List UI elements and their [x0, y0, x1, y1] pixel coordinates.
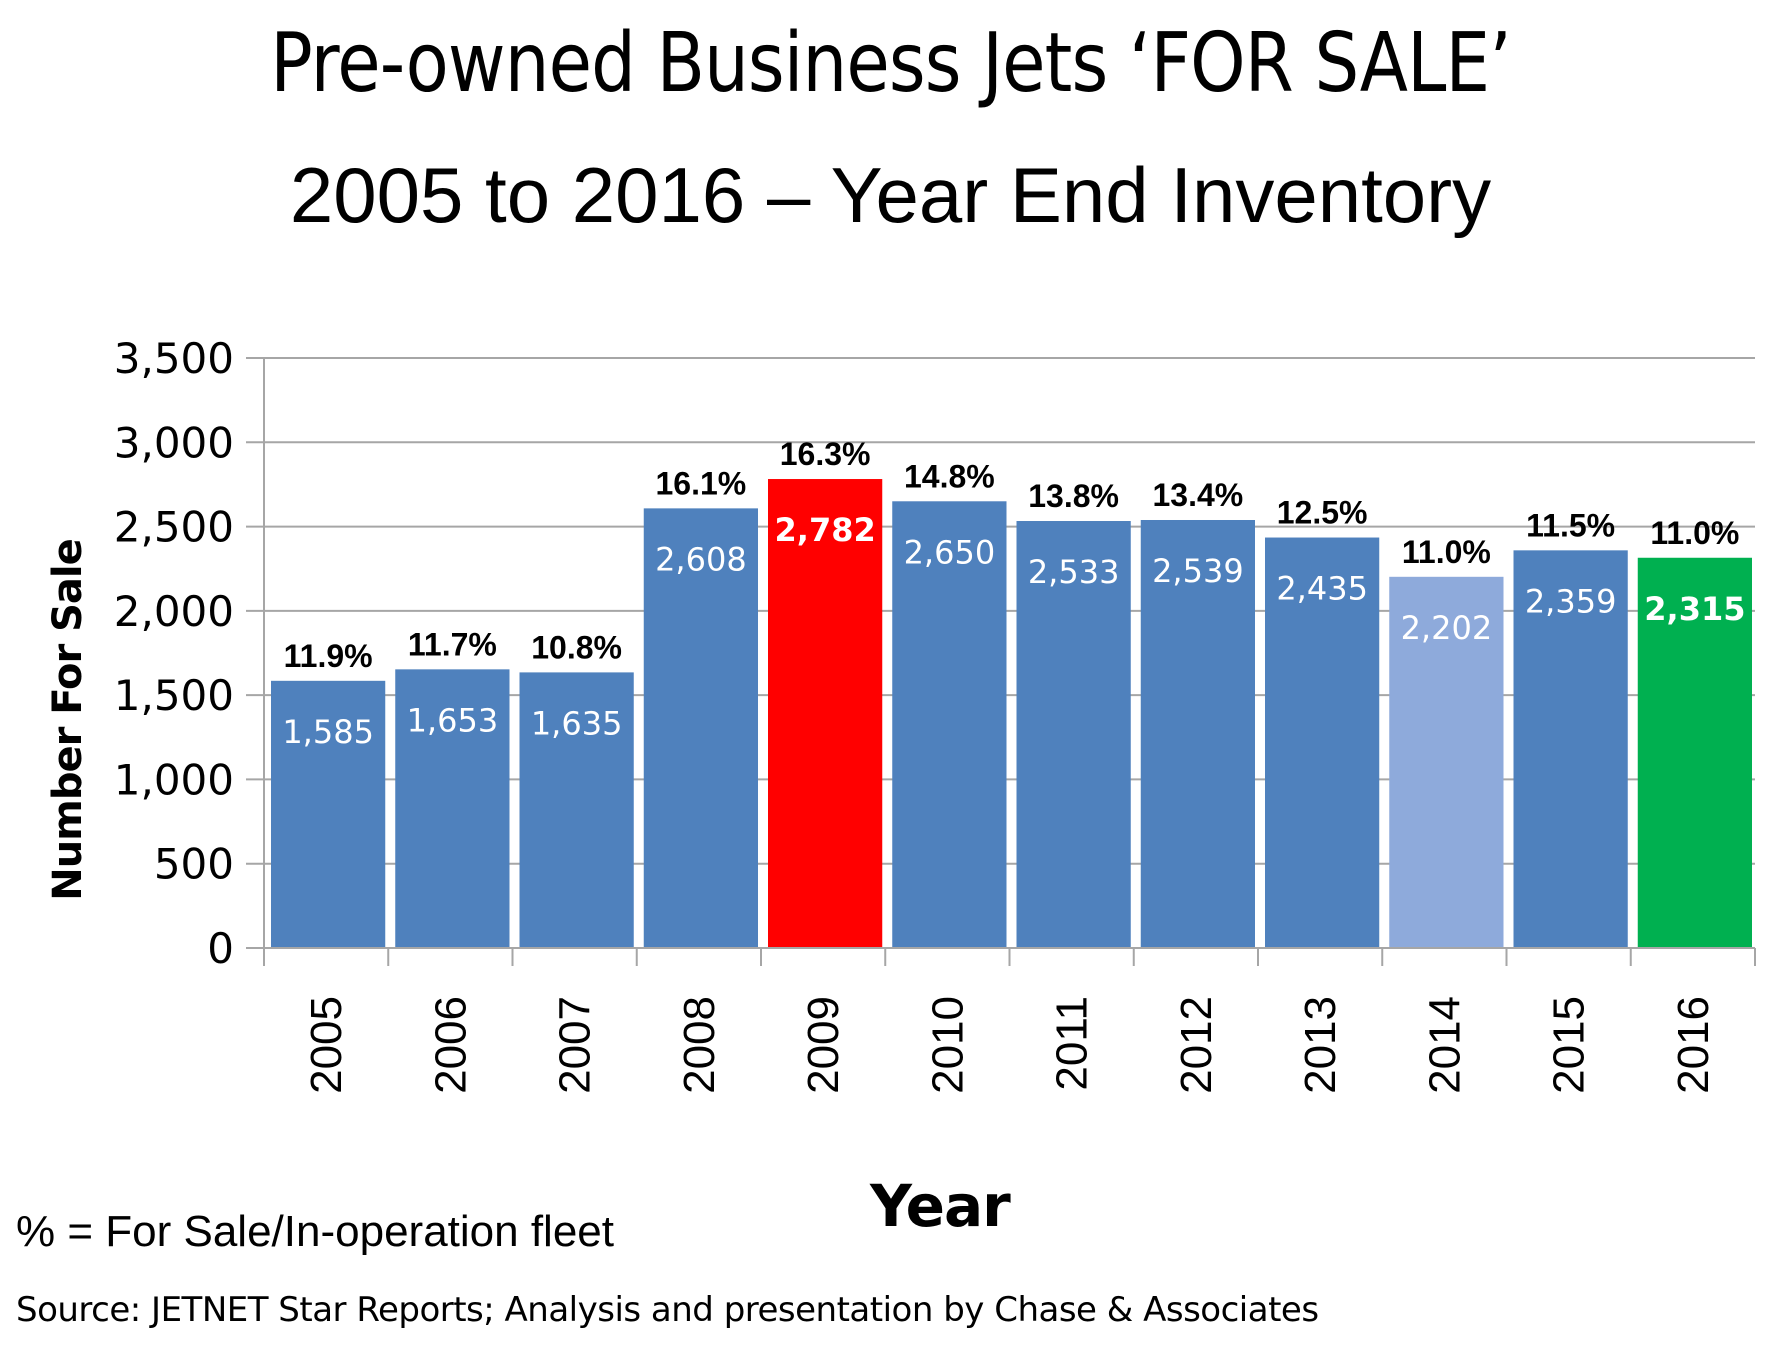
percent-label: 16.1% — [656, 465, 747, 501]
y-tick-label: 500 — [154, 840, 234, 889]
y-tick-label: 1,000 — [114, 755, 234, 804]
chart-title: Pre-owned Business Jets ‘FOR SALE’ — [270, 16, 1511, 111]
percent-label: 11.0% — [1402, 534, 1491, 570]
percent-label: 13.4% — [1153, 477, 1244, 513]
y-tick-label: 2,000 — [114, 587, 234, 636]
x-tick-label: 2015 — [1545, 996, 1594, 1094]
y-axis-label: Number For Sale — [45, 539, 91, 901]
bar-2011 — [1016, 521, 1131, 948]
bar-2005 — [271, 680, 386, 948]
x-tick-label: 2013 — [1296, 996, 1345, 1094]
bar-2013 — [1265, 537, 1380, 948]
percent-label: 10.8% — [531, 629, 622, 665]
y-tick-label: 2,500 — [114, 503, 234, 552]
axes — [246, 358, 1756, 966]
y-tick-label: 3,500 — [114, 334, 234, 383]
percent-label: 13.8% — [1028, 478, 1119, 514]
percent-label: 11.7% — [408, 626, 497, 662]
value-label: 2,435 — [1276, 570, 1368, 608]
bar-2012 — [1140, 519, 1255, 948]
percent-label: 16.3% — [780, 436, 871, 472]
x-tick-label: 2009 — [799, 996, 848, 1094]
bar-2007 — [519, 672, 634, 948]
percent-label: 14.8% — [904, 458, 995, 494]
percent-label: 12.5% — [1277, 495, 1368, 531]
footnote: % = For Sale/In-operation fleet — [16, 1207, 614, 1256]
y-tick-label: 0 — [207, 924, 234, 973]
bar-2016 — [1637, 557, 1752, 948]
y-tick-labels: 0 500 1,000 1,500 2,000 2,500 3,000 3,500 — [114, 334, 234, 973]
x-tick-label: 2011 — [1048, 996, 1097, 1091]
value-label: 1,653 — [407, 701, 499, 739]
data-labels: 11.9% 1,585 11.7% 1,653 10.8% 1,635 16.1% 2,608… — [282, 436, 1745, 751]
value-label: 1,585 — [282, 713, 374, 751]
value-label: 2,202 — [1401, 609, 1493, 647]
x-tick-labels: 2005 2006 2007 2008 2009 2010 2011 2012 2013 2014… — [302, 996, 1718, 1094]
value-label: 2,315 — [1644, 590, 1745, 628]
source-note: Source: JETNET Star Reports; Analysis an… — [16, 1290, 1319, 1330]
percent-label: 11.9% — [284, 638, 373, 674]
value-label: 2,539 — [1152, 552, 1244, 590]
x-tick-label: 2007 — [551, 996, 600, 1094]
x-tick-label: 2014 — [1420, 996, 1469, 1094]
percent-label: 11.0% — [1650, 515, 1739, 551]
value-label: 2,533 — [1028, 553, 1120, 591]
bar-2014 — [1389, 576, 1504, 948]
value-label: 2,359 — [1525, 582, 1617, 620]
bar-2015 — [1513, 550, 1628, 948]
x-tick-label: 2010 — [923, 996, 972, 1094]
bar-2009 — [768, 479, 883, 948]
bars — [271, 479, 1752, 948]
chart-subtitle: 2005 to 2016 – Year End Inventory — [289, 151, 1492, 239]
x-tick-label: 2006 — [426, 996, 475, 1094]
value-label: 2,650 — [904, 533, 996, 571]
bar-2006 — [395, 669, 510, 948]
value-label: 1,635 — [531, 704, 623, 742]
bar-2008 — [643, 508, 758, 948]
x-axis-label: Year — [870, 1172, 1011, 1240]
percent-label: 11.5% — [1526, 507, 1615, 543]
value-label: 2,782 — [775, 511, 876, 549]
x-tick-label: 2012 — [1172, 996, 1221, 1094]
y-tick-label: 3,000 — [114, 418, 234, 467]
y-tick-label: 1,500 — [114, 671, 234, 720]
bar-2010 — [892, 501, 1007, 948]
x-tick-label: 2005 — [302, 996, 351, 1094]
x-tick-label: 2008 — [675, 996, 724, 1094]
value-label: 2,608 — [655, 540, 747, 578]
x-tick-label: 2016 — [1669, 996, 1718, 1094]
